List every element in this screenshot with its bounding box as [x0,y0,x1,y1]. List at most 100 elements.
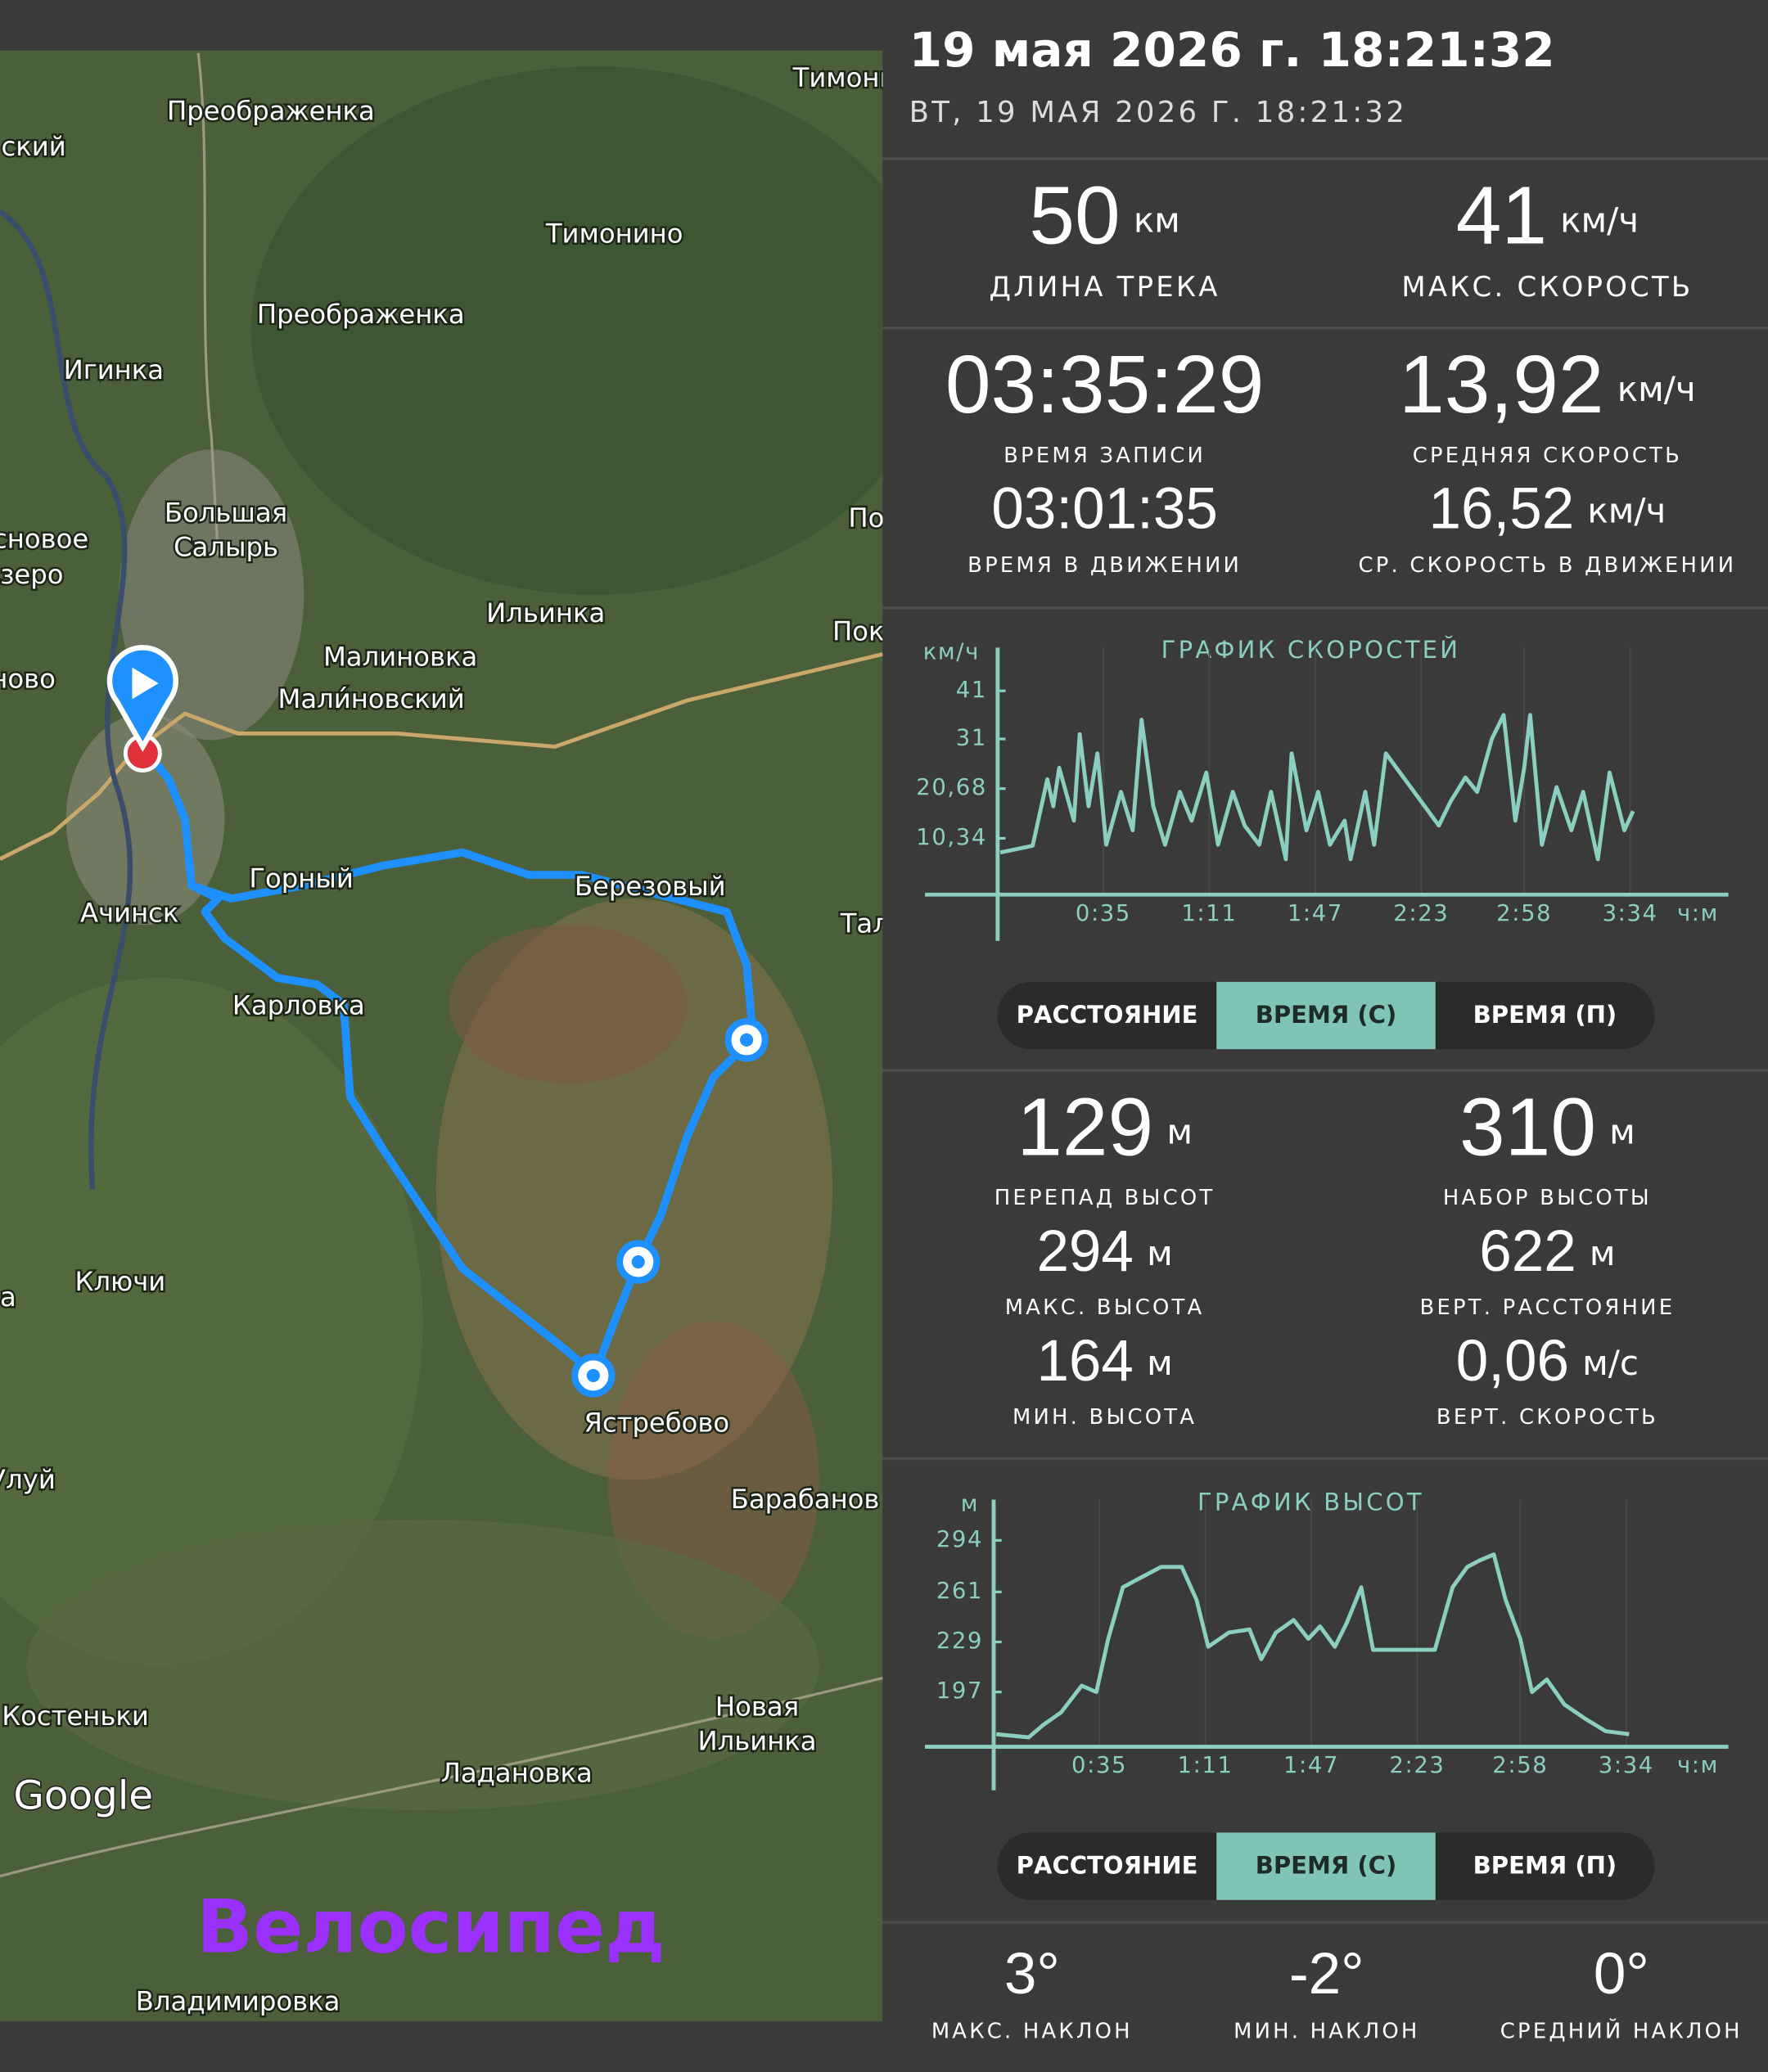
tab-active [1216,981,1436,1050]
tab[interactable]: РАССТОЯНИЕ [1017,1851,1198,1879]
y-tick-label: 294 [936,1527,983,1552]
stat-value-line: 0° [1594,1942,1649,2007]
x-unit: ч:м [1677,901,1719,926]
tab[interactable]: ВРЕМЯ (П) [1473,1851,1617,1879]
series-line [999,713,1635,862]
stat-label: ВРЕМЯ В ДВИЖЕНИИ [967,553,1242,578]
stat-value-line: 0,06 м/с [1456,1329,1639,1394]
map-label: сновое [0,524,88,555]
y-unit: км/ч [923,639,980,664]
map-label: Преображенка [167,96,375,127]
stat-label: СР. СКОРОСТЬ В ДВИЖЕНИИ [1359,553,1737,578]
y-unit: м [961,1492,979,1517]
x-tick-label: 2:23 [1393,901,1449,926]
stat-value: 0° [1594,1942,1649,2007]
x-tick-label: 2:23 [1389,1753,1445,1778]
map-label: По [848,502,884,534]
map-label: Ястребово [584,1408,729,1439]
stat-unit: м [1166,1111,1193,1151]
x-tick-label: 1:47 [1283,1753,1339,1778]
stat-unit: м/с [1582,1342,1639,1382]
x-tick-label: 1:11 [1181,901,1237,926]
stat-label: МИН. ВЫСОТА [1013,1405,1197,1430]
stat-value: 03:01:35 [991,476,1217,541]
map-label: Костеньки [2,1700,149,1732]
map-label: Ладановка [441,1757,593,1788]
tab[interactable]: ВРЕМЯ (П) [1473,1001,1617,1029]
map-label: Новая [715,1691,799,1723]
map-label: а [0,1281,16,1313]
stat-value: 129 [1017,1082,1153,1173]
stat-value: 13,92 [1399,340,1603,431]
x-tick-label: 0:35 [1071,1753,1127,1778]
stat-value-line: 164 м [1036,1329,1172,1394]
stat-value: 164 [1036,1329,1134,1394]
stat-unit: км [1134,200,1180,240]
stat-value-line: 16,52 км/ч [1428,476,1666,541]
x-tick-label: 3:34 [1599,1753,1654,1778]
map-label: ский [2,131,66,162]
stat-value-line: 294 м [1036,1219,1172,1284]
x-tick-label: 0:35 [1076,901,1131,926]
stat-label: МАКС. ВЫСОТА [1005,1295,1205,1320]
map-label: Ильинка [486,597,605,628]
stat-unit: м [1590,1232,1616,1272]
y-tick-label: 41 [956,678,987,703]
x-tick-label: 3:34 [1603,901,1658,926]
map-label: Большая [165,497,287,528]
stat-value-line: 622 м [1479,1219,1615,1284]
y-tick-label: 10,34 [916,825,987,850]
tab[interactable]: РАССТОЯНИЕ [1017,1001,1198,1029]
header-title: 19 мая 2026 г. 18:21:32 [909,22,1555,78]
map-label: Малиновка [323,641,477,672]
stat-value: 310 [1459,1082,1596,1173]
x-tick-label: 2:58 [1496,901,1552,926]
x-unit: ч:м [1677,1753,1719,1778]
stat-value: -2° [1289,1942,1364,2007]
stat-label: ВЕРТ. СКОРОСТЬ [1436,1405,1658,1430]
stat-value: 50 [1029,170,1120,262]
stat-value-line: 129 м [1017,1082,1193,1173]
tab[interactable]: ВРЕМЯ (С) [1256,1001,1397,1029]
tab[interactable]: ВРЕМЯ (С) [1256,1851,1397,1879]
stat-value: 03:35:29 [945,340,1265,431]
x-tick-label: 1:47 [1288,901,1343,926]
stat-label: МАКС. СКОРОСТЬ [1401,271,1693,303]
stat-value-line: 13,92 км/ч [1399,340,1696,431]
map-label: Преображенка [257,299,465,330]
header-subtitle: ВТ, 19 МАЯ 2026 Г. 18:21:32 [909,96,1407,129]
stat-label: ВРЕМЯ ЗАПИСИ [1004,444,1206,468]
stat-value-line: 50 км [1029,170,1179,262]
stat-value: 41 [1456,170,1547,262]
stat-label: МИН. НАКЛОН [1234,2020,1419,2044]
series-line [995,1552,1630,1740]
chart-title: ГРАФИК СКОРОСТЕЙ [1161,636,1461,664]
map-label: Тимонино [545,218,683,250]
stat-unit: м [1147,1342,1173,1382]
stat-value-line: 03:01:35 [991,476,1217,541]
map-label: Тал [840,908,890,939]
map-brand: Google [13,1772,153,1818]
map-label: Ключи [75,1266,166,1297]
stat-label: НАБОР ВЫСОТЫ [1443,1186,1652,1210]
stat-value: 0,06 [1456,1329,1569,1394]
x-tick-label: 1:11 [1178,1753,1234,1778]
stat-value: 16,52 [1428,476,1574,541]
map-label: Улуй [0,1464,56,1495]
stat-label: ПЕРЕПАД ВЫСОТ [994,1186,1216,1210]
map-label: Горный [249,863,353,894]
stat-label: СРЕДНЯЯ СКОРОСТЬ [1413,444,1682,468]
map-label: Мали́новский [278,683,465,714]
stat-value-line: -2° [1289,1942,1364,2007]
y-tick-label: 31 [956,726,987,751]
stat-label: МАКС. НАКЛОН [931,2020,1133,2044]
map-label: Ачинск [80,897,178,928]
map-label: Березовый [575,871,726,902]
map-label: Тимонино [792,62,931,93]
map-label: ново [0,664,56,695]
x-tick-label: 2:58 [1492,1753,1548,1778]
map[interactable]: Тимонино Преображенка ский Тимонино Прео… [0,50,938,2022]
